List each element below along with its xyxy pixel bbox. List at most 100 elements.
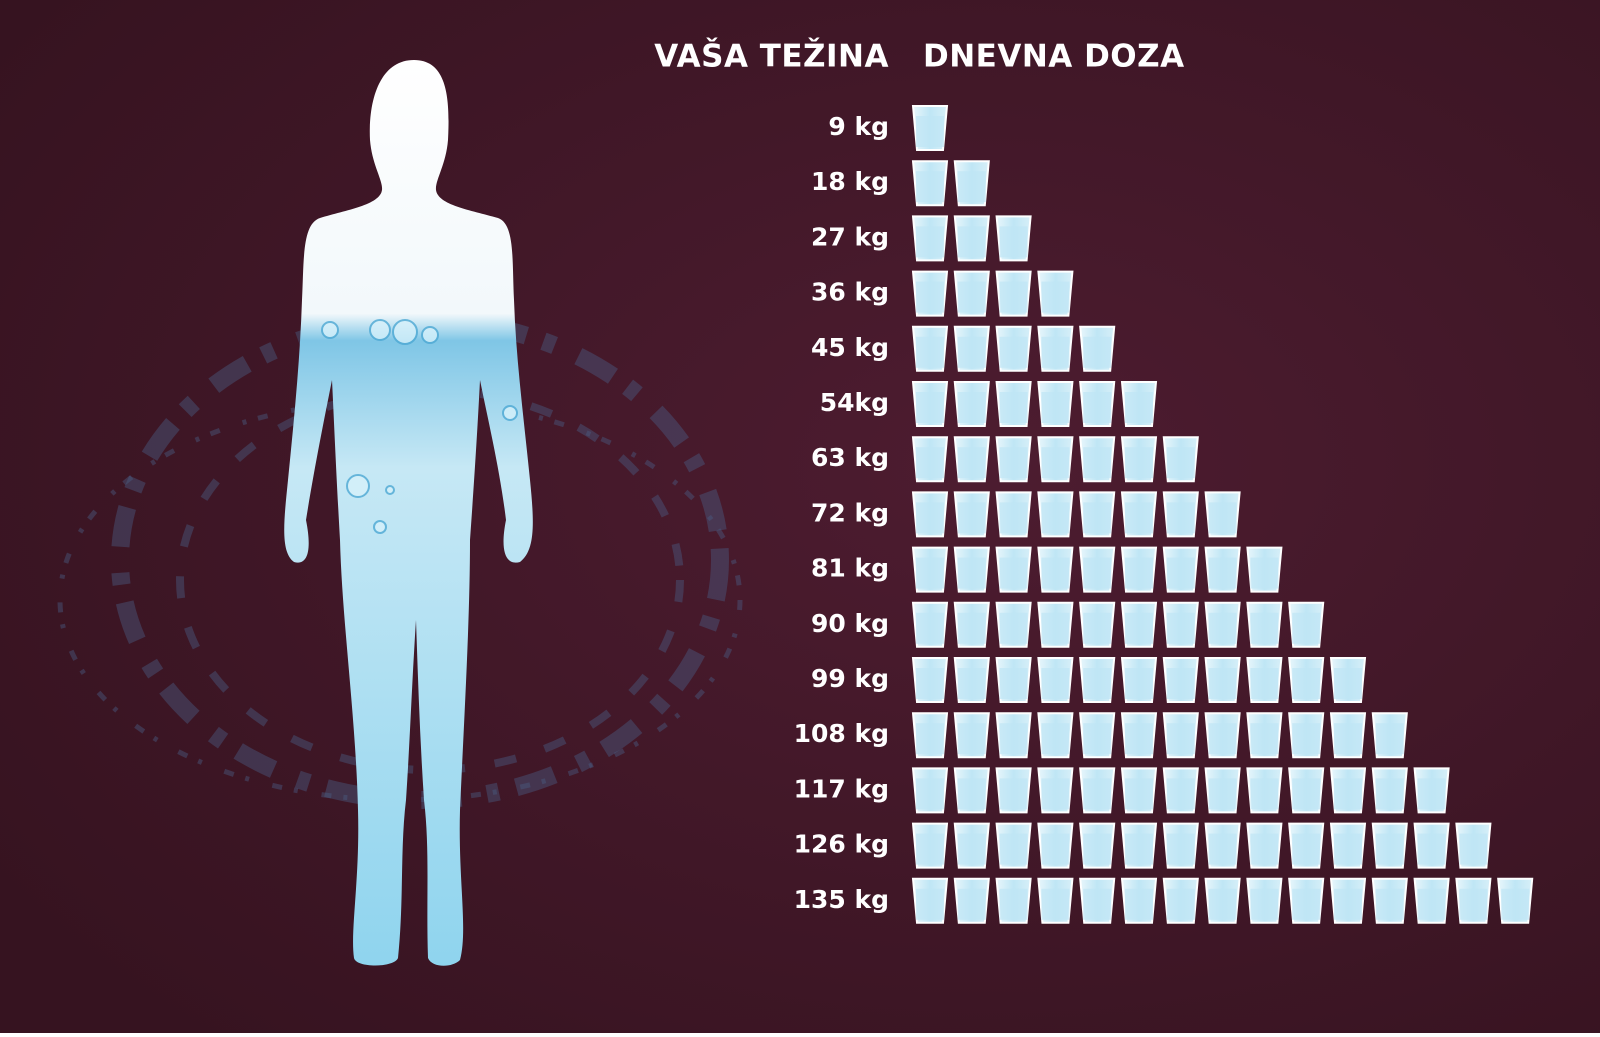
glass-row — [911, 767, 1450, 814]
glass-water — [916, 502, 944, 534]
glass-row — [911, 822, 1492, 869]
glass-water — [1208, 778, 1237, 810]
glass-row — [911, 325, 1116, 372]
glass-water — [1334, 723, 1362, 755]
glass-water — [1208, 833, 1237, 865]
glass-water — [1292, 833, 1321, 865]
glass-water — [916, 447, 944, 479]
glass-row — [911, 270, 1074, 317]
glass-water — [957, 171, 986, 203]
glass-water — [1417, 778, 1446, 810]
glass-water — [1375, 888, 1404, 920]
glass-water — [916, 778, 944, 810]
glass-water — [999, 336, 1028, 368]
glass-water — [1501, 888, 1530, 920]
glass-water — [1292, 612, 1321, 644]
glass-water — [957, 668, 986, 699]
weight-label: 90 kg — [811, 609, 889, 638]
weight-label: 27 kg — [811, 222, 889, 251]
glass-water — [999, 502, 1028, 534]
weight-label: 45 kg — [811, 333, 889, 362]
glass-row — [911, 381, 1158, 427]
glass-water — [999, 723, 1028, 755]
glass-row — [911, 877, 1534, 924]
glass-water — [1292, 668, 1321, 699]
glass-water — [1292, 723, 1321, 755]
glass-water — [1166, 833, 1195, 865]
glass-water — [1041, 612, 1070, 644]
glass-water — [1375, 833, 1404, 865]
glass-water — [1250, 612, 1279, 644]
glass-water — [1166, 888, 1195, 920]
glass-water — [1041, 447, 1070, 479]
glass-water — [916, 723, 944, 755]
glass-water — [1083, 612, 1112, 644]
glass-water — [957, 778, 986, 810]
weight-label: 54kg — [820, 388, 889, 417]
glass-water — [916, 336, 944, 368]
glass-water — [1166, 668, 1195, 699]
glass-water — [957, 833, 986, 865]
glass-water — [1250, 723, 1279, 755]
glass-water — [1125, 502, 1153, 534]
glass-water — [1125, 778, 1153, 810]
glass-water — [1041, 778, 1070, 810]
glass-water — [1208, 723, 1237, 755]
glass-row — [911, 215, 1032, 262]
glass-water — [1250, 833, 1279, 865]
weight-label: 18 kg — [811, 167, 889, 196]
glass-water — [957, 447, 986, 479]
weight-label: 117 kg — [794, 774, 889, 803]
glass-water — [1041, 833, 1070, 865]
glass-water — [999, 392, 1028, 423]
weight-label: 135 kg — [794, 885, 889, 914]
dose-header: DNEVNA DOZA — [923, 39, 1185, 75]
weight-label: 36 kg — [811, 278, 889, 307]
glass-water — [1166, 557, 1195, 589]
glass-water — [1334, 888, 1362, 920]
glass-water — [1083, 557, 1112, 589]
glass-water — [1250, 668, 1279, 699]
glass-water — [916, 612, 944, 644]
glass-water — [916, 557, 944, 589]
glass-water — [999, 833, 1028, 865]
glass-water — [1292, 888, 1321, 920]
glass-water — [916, 888, 944, 920]
glass-water — [1125, 447, 1153, 479]
glass-row — [911, 601, 1325, 648]
glass-water — [1125, 668, 1153, 699]
glass-water — [916, 226, 944, 258]
glass-row — [911, 436, 1199, 483]
glass-water — [1083, 723, 1112, 755]
glass-water — [957, 502, 986, 534]
glass-water — [957, 281, 986, 313]
glass-water — [1166, 723, 1195, 755]
glass-row — [911, 657, 1367, 703]
weight-label: 99 kg — [811, 664, 889, 693]
glass-water — [1125, 723, 1153, 755]
glass-water — [1041, 888, 1070, 920]
weight-label: 81 kg — [811, 554, 889, 583]
glass-water — [957, 723, 986, 755]
glass-water — [957, 392, 986, 423]
glass-water — [1125, 833, 1153, 865]
glass-water — [1125, 392, 1153, 423]
glass-water — [1250, 888, 1279, 920]
glass-water — [999, 281, 1028, 313]
glass-water — [957, 557, 986, 589]
glass-water — [1041, 336, 1070, 368]
glass-water — [1041, 668, 1070, 699]
glass-water — [1166, 447, 1195, 479]
glass-water — [957, 888, 986, 920]
glass-water — [1083, 336, 1112, 368]
glass-water — [1417, 888, 1446, 920]
glass-water — [1083, 668, 1112, 699]
glass-water — [1208, 668, 1237, 699]
weight-label: 63 kg — [811, 443, 889, 472]
glass-water — [1334, 833, 1362, 865]
glass-row — [911, 712, 1408, 759]
glass-water — [1375, 723, 1404, 755]
glass-water — [1375, 778, 1404, 810]
glass-row — [911, 105, 949, 151]
